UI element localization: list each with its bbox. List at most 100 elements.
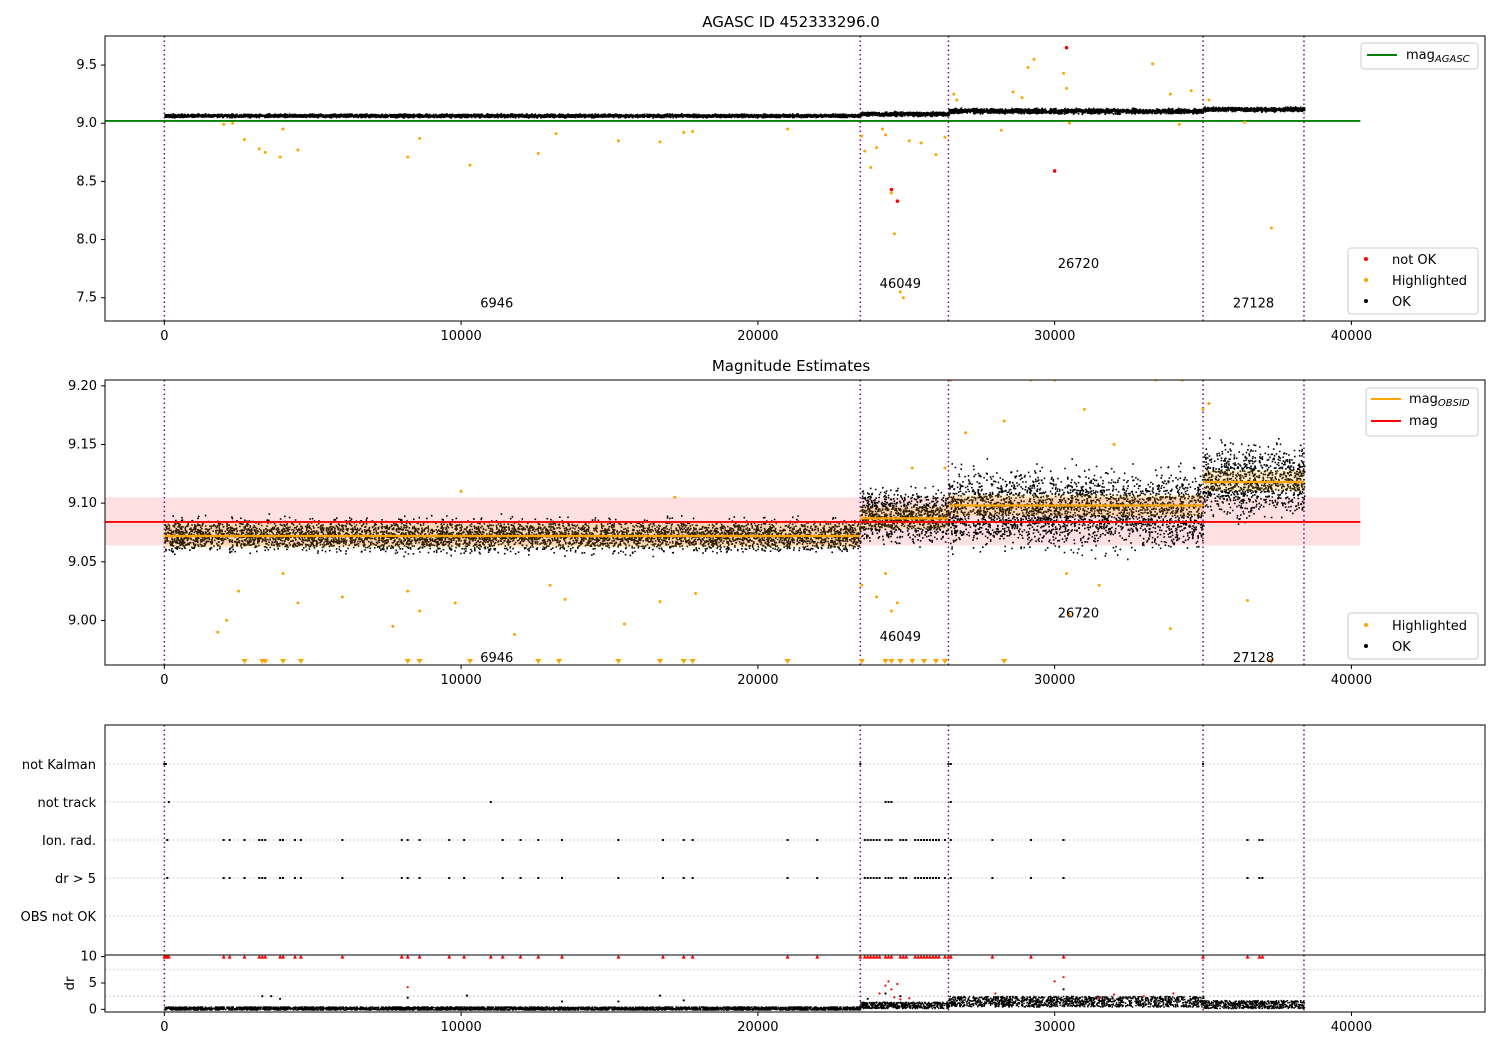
highlighted-point — [1021, 96, 1024, 99]
legend-label-sub: AGASC — [1434, 54, 1470, 65]
flag-point — [1247, 877, 1249, 879]
flag-point — [243, 839, 245, 841]
flag-point — [166, 877, 168, 879]
flag-point — [876, 877, 878, 879]
flag-point — [950, 763, 952, 765]
highlighted-point — [673, 496, 676, 499]
flag-point — [1030, 877, 1032, 879]
highlighted-point — [231, 122, 234, 125]
flag-point — [920, 839, 922, 841]
off-scale-marker — [942, 659, 948, 664]
highlighted-point — [934, 153, 937, 156]
off-scale-marker — [883, 659, 889, 664]
not-ok-point — [1053, 169, 1057, 173]
flag-point — [264, 877, 266, 879]
flag-point — [165, 763, 167, 765]
highlighted-point — [279, 155, 282, 158]
highlighted-point — [1065, 572, 1068, 575]
axes-frame — [105, 36, 1485, 321]
flag-point — [300, 877, 302, 879]
y-tick-label: 10 — [80, 950, 97, 965]
plot-area — [105, 955, 1485, 1012]
x-tick-label: 10000 — [440, 329, 481, 344]
off-scale-marker — [785, 659, 791, 664]
x-tick-label: 20000 — [737, 329, 778, 344]
flag-point — [887, 877, 889, 879]
flag-point — [899, 877, 901, 879]
flag-point — [914, 839, 916, 841]
highlighted-point — [896, 601, 899, 604]
flag-point — [905, 877, 907, 879]
highlighted-point — [890, 192, 893, 195]
flag-point — [873, 877, 875, 879]
y-tick-label: 9.10 — [68, 496, 97, 511]
dr-ok-outlier — [683, 999, 685, 1001]
off-scale-marker — [909, 659, 915, 664]
off-scale-marker — [280, 659, 286, 664]
flag-point — [261, 877, 263, 879]
dr-ok-outlier — [261, 995, 263, 997]
legend-label-main: mag — [1406, 48, 1435, 63]
flag-point — [341, 839, 343, 841]
flag-point — [282, 877, 284, 879]
dr-ok-outlier — [884, 992, 886, 994]
dr-not-ok-point — [893, 996, 895, 998]
off-scale-marker — [690, 659, 696, 664]
highlighted-point — [691, 130, 694, 133]
highlighted-point — [1000, 129, 1003, 132]
dr-ok-outlier — [270, 995, 272, 997]
highlighted-point — [943, 466, 946, 469]
highlighted-point — [860, 584, 863, 587]
flag-point — [401, 877, 403, 879]
flag-point — [876, 839, 878, 841]
flag-point — [419, 877, 421, 879]
panel-magnitude-estimates: 69464604926720271280 10000 20000 30000 40000… — [68, 357, 1485, 688]
highlighted-point — [564, 598, 567, 601]
legend-marker — [1364, 278, 1368, 282]
dr-not-ok-point — [908, 997, 910, 999]
highlighted-point — [1202, 408, 1205, 411]
plot-area — [105, 725, 1485, 955]
flag-point — [294, 877, 296, 879]
y-tick-label: 0 — [89, 1002, 97, 1017]
panel-title: AGASC ID 452333296.0 — [702, 13, 880, 31]
off-scale-marker — [657, 659, 663, 664]
highlighted-point — [869, 166, 872, 169]
dr-not-ok-point — [887, 980, 889, 982]
flag-point — [448, 839, 450, 841]
highlighted-point — [1151, 62, 1154, 65]
flag-point — [490, 801, 492, 803]
highlighted-point — [964, 431, 967, 434]
flag-point — [683, 877, 685, 879]
legend-label: Highlighted — [1392, 619, 1467, 634]
highlighted-point — [469, 164, 472, 167]
flag-point — [859, 763, 861, 765]
flag-point — [944, 877, 946, 879]
flag-point — [537, 839, 539, 841]
y-tick-label: 7.5 — [76, 291, 97, 306]
flag-row-label: not track — [37, 796, 96, 811]
obsid-annotation: 6946 — [480, 651, 513, 666]
flag-point — [419, 839, 421, 841]
legend-label: mag — [1409, 414, 1438, 429]
highlighted-point — [1243, 121, 1246, 124]
dr-ok-outlier — [899, 995, 901, 997]
obsid-annotation: 46049 — [880, 630, 921, 645]
off-scale-marker — [535, 659, 541, 664]
legend-marker — [1364, 257, 1368, 261]
dr-not-ok-point — [890, 988, 892, 990]
highlighted-point — [1169, 627, 1172, 630]
obsid-annotation: 26720 — [1058, 606, 1099, 621]
flag-point — [519, 839, 521, 841]
flag-point — [279, 877, 281, 879]
flag-point — [1202, 763, 1204, 765]
dr-ok-outlier — [1062, 988, 1064, 990]
highlighted-point — [682, 131, 685, 134]
flag-point — [166, 839, 168, 841]
legend-label-main: mag — [1409, 392, 1438, 407]
flag-point — [1063, 877, 1065, 879]
flag-point — [932, 877, 934, 879]
flag-point — [463, 877, 465, 879]
dr-not-ok-point — [1113, 993, 1115, 995]
